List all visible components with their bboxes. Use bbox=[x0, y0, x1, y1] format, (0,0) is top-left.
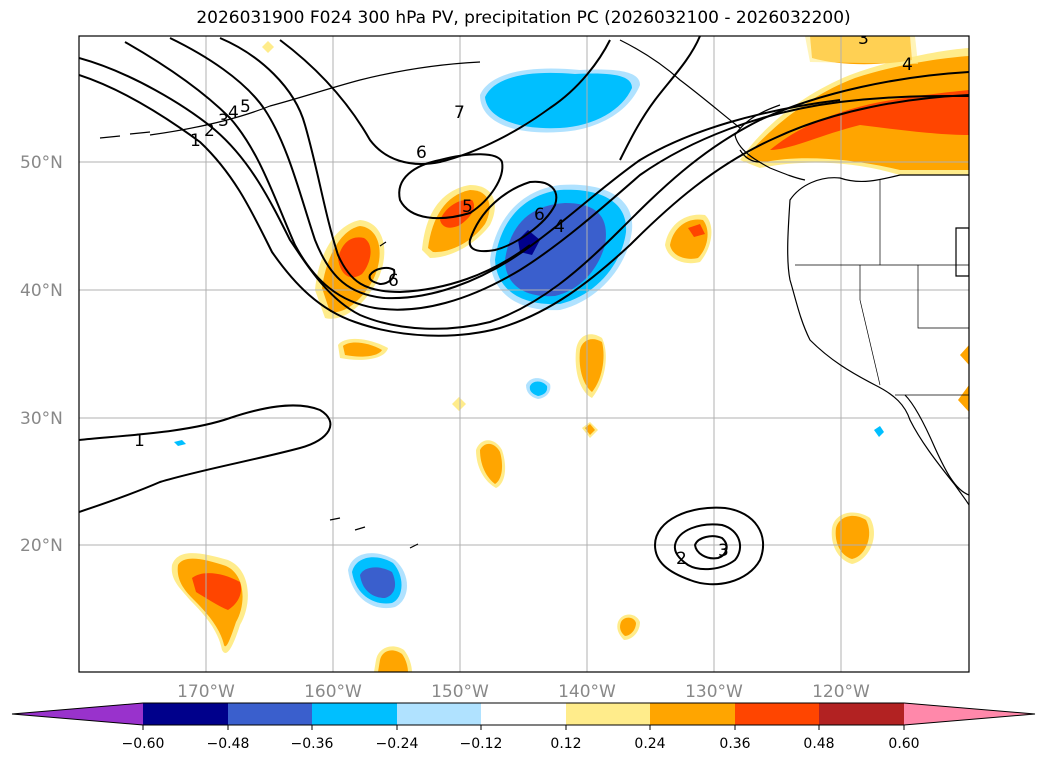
colorbar-swatch bbox=[228, 703, 312, 725]
state-borders bbox=[795, 180, 969, 396]
colorbar-tick-label: −0.60 bbox=[122, 736, 165, 752]
lon-label: 150°W bbox=[431, 682, 489, 702]
contour-label: 2 bbox=[676, 549, 687, 569]
pv-contours bbox=[79, 36, 969, 586]
map-panel: 1 2 3 4 5 6 7 6 5 6 4 4 3 1 2 3 bbox=[79, 29, 969, 672]
colorbar-min-arrow bbox=[12, 703, 143, 725]
colorbar-max-arrow bbox=[904, 703, 1035, 725]
contour-label: 3 bbox=[218, 111, 229, 131]
colorbar-tick-label: −0.12 bbox=[460, 736, 503, 752]
contour-label: 4 bbox=[902, 55, 913, 75]
lon-label: 160°W bbox=[304, 682, 362, 702]
colorbar-swatch bbox=[819, 703, 904, 725]
colorbar-tick-label: 0.36 bbox=[719, 736, 750, 752]
contour-label: 6 bbox=[388, 271, 399, 291]
contour-label: 3 bbox=[858, 29, 869, 49]
colorbar-tick-label: 0.12 bbox=[550, 736, 581, 752]
colorbar-ticks bbox=[142, 725, 905, 730]
colorbar-swatch bbox=[312, 703, 397, 725]
contour-label: 4 bbox=[554, 217, 565, 237]
colorbar-tick-label: −0.36 bbox=[291, 736, 334, 752]
colorbar-swatch bbox=[397, 703, 481, 725]
contour-label: 2 bbox=[204, 121, 215, 141]
colorbar-swatch bbox=[143, 703, 228, 725]
colorbar-tick-label: −0.48 bbox=[207, 736, 250, 752]
contour-label: 6 bbox=[534, 205, 545, 225]
colorbar-swatch bbox=[735, 703, 819, 725]
map-frame bbox=[78, 35, 970, 673]
lat-label: 40°N bbox=[20, 281, 63, 301]
colorbar-swatch bbox=[566, 703, 650, 725]
colorbar: −0.60 −0.48 −0.36 −0.24 −0.12 0.12 0.24 … bbox=[11, 702, 1036, 752]
colorbar-tick-label: 0.48 bbox=[803, 736, 834, 752]
contour-label: 7 bbox=[454, 103, 465, 123]
lon-label: 140°W bbox=[558, 682, 616, 702]
colorbar-swatch bbox=[650, 703, 735, 725]
contour-label: 1 bbox=[190, 131, 201, 151]
contour-label: 5 bbox=[240, 97, 251, 117]
contour-label: 3 bbox=[718, 541, 729, 561]
lat-label: 20°N bbox=[20, 536, 63, 556]
coastlines bbox=[99, 39, 969, 549]
lat-label: 50°N bbox=[20, 153, 63, 173]
contour-label: 6 bbox=[416, 143, 427, 163]
gridlines bbox=[79, 36, 969, 672]
colorbar-swatch bbox=[481, 703, 566, 725]
longitude-labels: 170°W 160°W 150°W 140°W 130°W 120°W bbox=[177, 682, 870, 702]
contour-label: 4 bbox=[228, 103, 239, 123]
contour-label: 1 bbox=[134, 431, 145, 451]
latitude-labels: 50°N 40°N 30°N 20°N bbox=[20, 153, 63, 556]
lon-label: 170°W bbox=[177, 682, 235, 702]
contour-labels: 1 2 3 4 5 6 7 6 5 6 4 4 3 1 2 3 bbox=[134, 29, 913, 569]
map-title: 2026031900 F024 300 hPa PV, precipitatio… bbox=[196, 8, 851, 28]
lat-label: 30°N bbox=[20, 409, 63, 429]
contour-label: 5 bbox=[462, 197, 473, 217]
lon-label: 120°W bbox=[812, 682, 870, 702]
colorbar-tick-label: −0.24 bbox=[376, 736, 419, 752]
colorbar-tick-label: 0.60 bbox=[888, 736, 919, 752]
colorbar-tick-label: 0.24 bbox=[634, 736, 665, 752]
lon-label: 130°W bbox=[685, 682, 743, 702]
